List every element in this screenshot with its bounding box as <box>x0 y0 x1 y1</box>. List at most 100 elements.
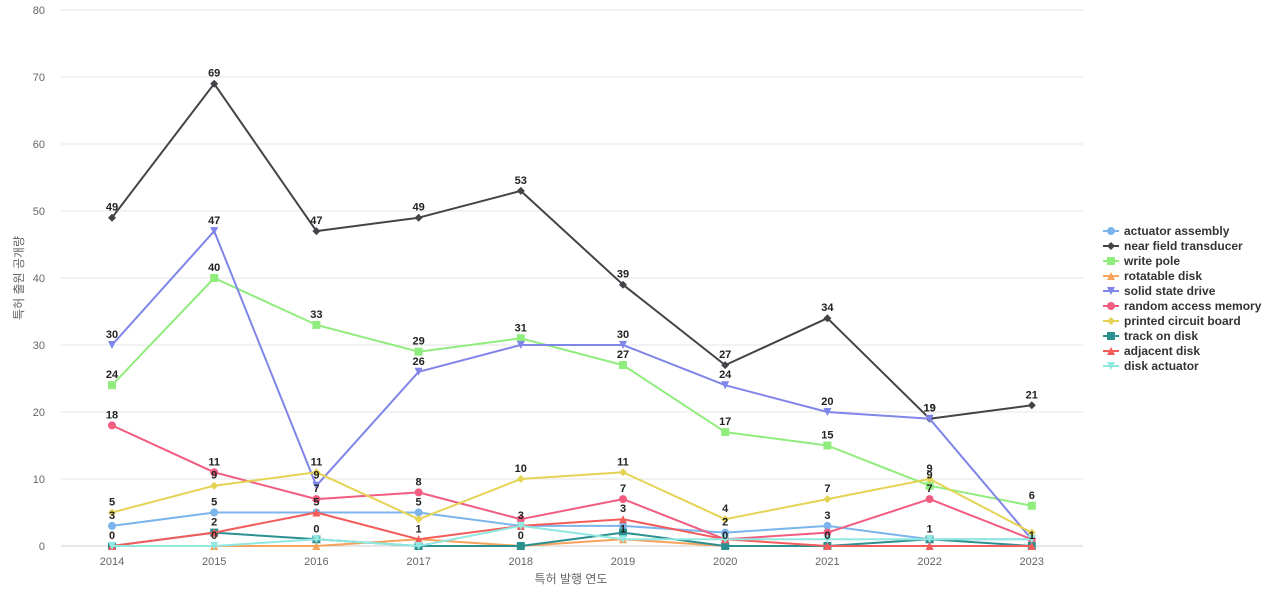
data-point-near-field-transducer[interactable] <box>414 213 423 222</box>
data-point-near-field-transducer[interactable] <box>516 186 525 195</box>
data-point-printed-circuit-board[interactable] <box>516 475 525 483</box>
series-disk-actuator[interactable] <box>108 521 1036 550</box>
data-point-solid-state-drive[interactable] <box>210 227 219 236</box>
data-point-track-on-disk[interactable] <box>516 542 525 550</box>
data-point-printed-circuit-board[interactable] <box>1027 528 1036 537</box>
chart-legend[interactable]: actuator assembly near field transducer wr… <box>1102 223 1278 373</box>
data-point-solid-state-drive[interactable] <box>516 341 525 349</box>
data-point-random-access-memory[interactable] <box>312 495 321 504</box>
data-point-actuator-assembly[interactable] <box>823 521 832 530</box>
data-point-adjacent-disk[interactable] <box>414 535 423 544</box>
data-point-solid-state-drive[interactable] <box>823 408 832 416</box>
series-random-access-memory[interactable] <box>108 421 1036 544</box>
legend-item-solid-state-drive[interactable]: solid state drive <box>1102 283 1278 298</box>
legend-marker-icon <box>1107 331 1115 340</box>
series-printed-circuit-board[interactable] <box>108 468 1036 537</box>
data-point-printed-circuit-board[interactable] <box>108 508 116 517</box>
data-point-adjacent-disk[interactable] <box>312 508 321 517</box>
data-point-near-field-transducer[interactable] <box>108 213 116 222</box>
data-point-disk-actuator[interactable] <box>619 535 627 544</box>
legend-item-disk-actuator[interactable]: disk actuator <box>1102 358 1278 373</box>
x-tick-label: 2021 <box>815 556 839 568</box>
legend-item-printed-circuit-board[interactable]: printed circuit board <box>1102 313 1278 328</box>
data-point-track-on-disk[interactable] <box>721 542 730 550</box>
data-point-actuator-assembly[interactable] <box>619 521 627 530</box>
data-point-printed-circuit-board[interactable] <box>619 468 627 477</box>
data-point-solid-state-drive[interactable] <box>312 481 321 490</box>
data-point-random-access-memory[interactable] <box>210 468 219 477</box>
data-point-near-field-transducer[interactable] <box>823 314 832 323</box>
data-point-write-pole[interactable] <box>823 441 832 450</box>
legend-item-write-pole[interactable]: write pole <box>1102 253 1278 268</box>
legend-item-adjacent-disk[interactable]: adjacent disk <box>1102 343 1278 358</box>
data-point-actuator-assembly[interactable] <box>108 521 116 530</box>
data-point-write-pole[interactable] <box>210 274 219 282</box>
data-point-random-access-memory[interactable] <box>414 488 423 497</box>
data-point-random-access-memory[interactable] <box>925 495 934 504</box>
data-point-near-field-transducer[interactable] <box>312 227 321 236</box>
legend-item-rotatable-disk[interactable]: rotatable disk <box>1102 268 1278 283</box>
data-point-adjacent-disk[interactable] <box>1027 542 1036 550</box>
data-label-printed-circuit-board: 10 <box>515 463 527 475</box>
data-point-adjacent-disk[interactable] <box>619 515 627 524</box>
data-point-write-pole[interactable] <box>1027 501 1036 510</box>
data-point-disk-actuator[interactable] <box>516 521 525 530</box>
data-point-printed-circuit-board[interactable] <box>721 515 730 524</box>
legend-item-random-access-memory[interactable]: random access memory <box>1102 298 1278 313</box>
data-point-rotatable-disk[interactable] <box>312 542 321 550</box>
data-point-random-access-memory[interactable] <box>823 528 832 537</box>
data-point-disk-actuator[interactable] <box>925 535 934 544</box>
data-label-near-field-transducer: 49 <box>412 202 424 214</box>
data-point-solid-state-drive[interactable] <box>619 341 627 349</box>
data-point-printed-circuit-board[interactable] <box>925 475 934 483</box>
data-point-solid-state-drive[interactable] <box>414 367 423 376</box>
series-adjacent-disk[interactable] <box>108 508 1036 551</box>
legend-item-actuator-assembly[interactable]: actuator assembly <box>1102 223 1278 238</box>
data-point-write-pole[interactable] <box>619 361 627 370</box>
data-point-random-access-memory[interactable] <box>516 515 525 524</box>
data-point-write-pole[interactable] <box>925 481 934 490</box>
legend-swatch-icon <box>1103 241 1119 250</box>
data-point-disk-actuator[interactable] <box>210 542 219 550</box>
data-point-write-pole[interactable] <box>516 334 525 343</box>
data-point-write-pole[interactable] <box>721 428 730 437</box>
data-point-actuator-assembly[interactable] <box>721 528 730 537</box>
data-point-near-field-transducer[interactable] <box>721 361 730 370</box>
series-write-pole[interactable] <box>108 274 1036 510</box>
x-tick-label: 2020 <box>713 556 737 568</box>
data-point-random-access-memory[interactable] <box>619 495 627 504</box>
data-point-disk-actuator[interactable] <box>312 535 321 544</box>
data-point-solid-state-drive[interactable] <box>721 381 730 390</box>
data-point-printed-circuit-board[interactable] <box>210 481 219 490</box>
data-point-random-access-memory[interactable] <box>108 421 116 430</box>
data-point-printed-circuit-board[interactable] <box>823 495 832 504</box>
data-point-printed-circuit-board[interactable] <box>312 468 321 477</box>
series-solid-state-drive[interactable] <box>108 227 1036 544</box>
data-point-near-field-transducer[interactable] <box>1027 401 1036 410</box>
data-point-solid-state-drive[interactable] <box>108 341 116 349</box>
data-point-disk-actuator[interactable] <box>108 542 116 550</box>
data-point-near-field-transducer[interactable] <box>210 79 219 88</box>
data-point-adjacent-disk[interactable] <box>925 542 934 550</box>
legend-item-track-on-disk[interactable]: track on disk <box>1102 328 1278 343</box>
series-near-field-transducer[interactable] <box>108 79 1036 423</box>
data-point-printed-circuit-board[interactable] <box>414 515 423 524</box>
data-point-disk-actuator[interactable] <box>414 542 423 550</box>
data-point-actuator-assembly[interactable] <box>210 508 219 517</box>
data-point-write-pole[interactable] <box>108 381 116 390</box>
data-point-near-field-transducer[interactable] <box>619 280 627 289</box>
data-point-adjacent-disk[interactable] <box>823 542 832 550</box>
legend-item-near-field-transducer[interactable]: near field transducer <box>1102 238 1278 253</box>
legend-marker-icon <box>1107 256 1115 265</box>
data-point-track-on-disk[interactable] <box>619 528 627 537</box>
data-point-solid-state-drive[interactable] <box>925 414 934 423</box>
data-point-write-pole[interactable] <box>414 347 423 356</box>
data-point-write-pole[interactable] <box>312 320 321 329</box>
data-point-actuator-assembly[interactable] <box>414 508 423 517</box>
data-point-adjacent-disk[interactable] <box>210 528 219 537</box>
data-point-disk-actuator[interactable] <box>721 535 730 544</box>
data-point-disk-actuator[interactable] <box>1027 535 1036 544</box>
series-rotatable-disk[interactable] <box>108 535 1036 550</box>
data-point-disk-actuator[interactable] <box>823 535 832 544</box>
data-label-actuator-assembly: 5 <box>211 497 217 509</box>
